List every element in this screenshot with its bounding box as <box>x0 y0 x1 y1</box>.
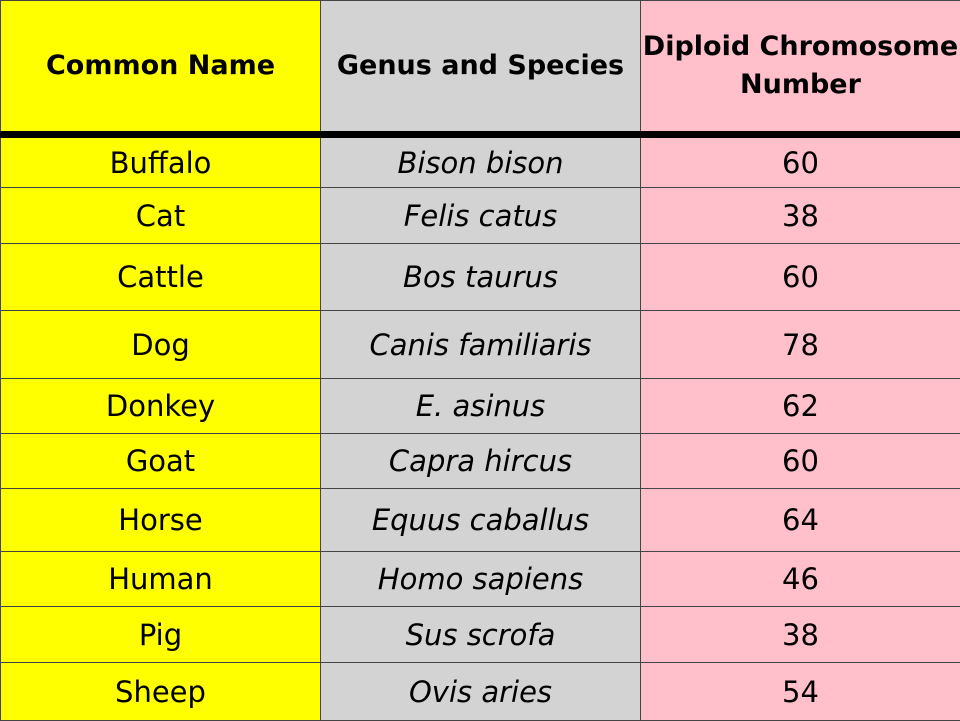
table-row: Horse Equus caballus 64 <box>1 489 960 552</box>
chromosome-number-cell: 78 <box>641 311 960 379</box>
table-row: Goat Capra hircus 60 <box>1 434 960 489</box>
common-name-cell: Buffalo <box>1 135 321 188</box>
header-row: Common Name Genus and Species Diploid Ch… <box>1 1 960 135</box>
table-row: Sheep Ovis aries 54 <box>1 663 960 721</box>
chromosome-number-cell: 38 <box>641 607 960 663</box>
table-row: Cattle Bos taurus 60 <box>1 244 960 311</box>
species-cell: Felis catus <box>321 188 641 244</box>
species-cell: Sus scrofa <box>321 607 641 663</box>
table-row: Buffalo Bison bison 60 <box>1 135 960 188</box>
header-chromosome-line2: Number <box>740 69 861 100</box>
common-name-cell: Donkey <box>1 379 321 434</box>
table-row: Cat Felis catus 38 <box>1 188 960 244</box>
chromosome-number-cell: 64 <box>641 489 960 552</box>
species-cell: Equus caballus <box>321 489 641 552</box>
common-name-cell: Goat <box>1 434 321 489</box>
species-cell: Bos taurus <box>321 244 641 311</box>
table-row: Pig Sus scrofa 38 <box>1 607 960 663</box>
common-name-cell: Pig <box>1 607 321 663</box>
table-row: Dog Canis familiaris 78 <box>1 311 960 379</box>
chromosome-number-cell: 60 <box>641 434 960 489</box>
chromosome-number-cell: 38 <box>641 188 960 244</box>
common-name-cell: Human <box>1 552 321 607</box>
header-chromosome-line1: Diploid Chromosome <box>643 31 958 62</box>
header-genus-species: Genus and Species <box>321 1 641 135</box>
species-cell: Canis familiaris <box>321 311 641 379</box>
species-cell: Ovis aries <box>321 663 641 721</box>
species-cell: E. asinus <box>321 379 641 434</box>
chromosome-number-cell: 60 <box>641 135 960 188</box>
chromosome-number-cell: 46 <box>641 552 960 607</box>
species-cell: Homo sapiens <box>321 552 641 607</box>
species-cell: Bison bison <box>321 135 641 188</box>
chromosome-number-cell: 54 <box>641 663 960 721</box>
chromosome-number-cell: 60 <box>641 244 960 311</box>
common-name-cell: Cattle <box>1 244 321 311</box>
header-chromosome-number: Diploid Chromosome Number <box>641 1 960 135</box>
chromosome-number-cell: 62 <box>641 379 960 434</box>
common-name-cell: Dog <box>1 311 321 379</box>
species-cell: Capra hircus <box>321 434 641 489</box>
table-row: Human Homo sapiens 46 <box>1 552 960 607</box>
common-name-cell: Cat <box>1 188 321 244</box>
table-row: Donkey E. asinus 62 <box>1 379 960 434</box>
common-name-cell: Horse <box>1 489 321 552</box>
header-common-name: Common Name <box>1 1 321 135</box>
common-name-cell: Sheep <box>1 663 321 721</box>
